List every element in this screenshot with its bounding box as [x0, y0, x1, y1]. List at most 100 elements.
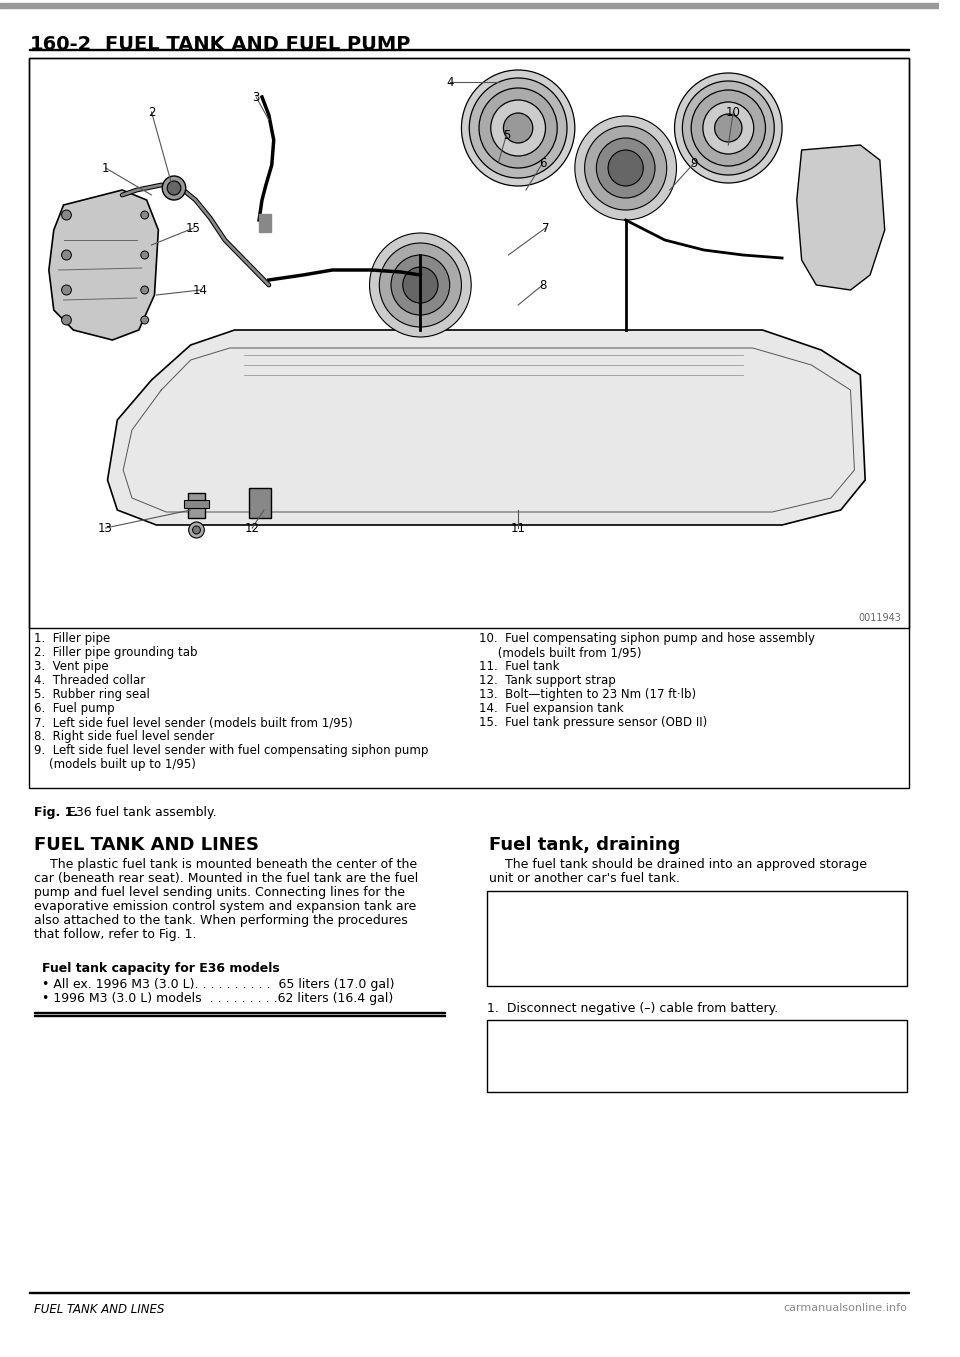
Bar — [487, 1020, 907, 1092]
Polygon shape — [797, 145, 885, 290]
Text: 6: 6 — [539, 156, 546, 170]
Text: 5: 5 — [503, 129, 510, 141]
Text: 12: 12 — [245, 521, 260, 535]
Text: • All ex. 1996 M3 (3.0 L). . . . . . . . . .  65 liters (17.0 gal): • All ex. 1996 M3 (3.0 L). . . . . . . .… — [42, 978, 395, 991]
Text: 160-2: 160-2 — [30, 35, 91, 54]
Text: 9: 9 — [690, 156, 698, 170]
Bar — [35, 1011, 444, 1012]
Text: 3: 3 — [252, 91, 260, 103]
Text: evaporative emission control system and expansion tank are: evaporative emission control system and … — [35, 900, 417, 913]
Text: 4.  Threaded collar: 4. Threaded collar — [35, 674, 146, 687]
Text: car (beneath rear seat). Mounted in the fuel tank are the fuel: car (beneath rear seat). Mounted in the … — [35, 873, 419, 885]
Bar — [183, 499, 209, 508]
Circle shape — [462, 71, 575, 186]
Text: FUEL TANK AND LINES: FUEL TANK AND LINES — [35, 1303, 164, 1316]
Text: 11: 11 — [511, 521, 526, 535]
Text: FUEL TANK AND FUEL PUMP: FUEL TANK AND FUEL PUMP — [105, 35, 410, 54]
Text: Fuel tank capacity for E36 models: Fuel tank capacity for E36 models — [42, 962, 279, 974]
Text: 10.  Fuel compensating siphon pump and hose assembly: 10. Fuel compensating siphon pump and ho… — [479, 632, 815, 645]
Circle shape — [141, 286, 149, 294]
Polygon shape — [49, 190, 158, 341]
Text: 1: 1 — [102, 161, 109, 175]
Text: 7.  Left side fuel level sender (models built from 1/95): 7. Left side fuel level sender (models b… — [35, 716, 353, 729]
Text: 11.  Fuel tank: 11. Fuel tank — [479, 660, 560, 673]
Text: 2.  Filler pipe grounding tab: 2. Filler pipe grounding tab — [35, 646, 198, 660]
Text: 7: 7 — [541, 221, 549, 235]
Text: WARNING —: WARNING — — [494, 896, 580, 909]
Circle shape — [379, 243, 462, 327]
Circle shape — [491, 100, 545, 156]
Text: components such as the exhaust system, are: components such as the exhaust system, a… — [494, 921, 771, 935]
Text: The plastic fuel tank is mounted beneath the center of the: The plastic fuel tank is mounted beneath… — [35, 858, 418, 871]
Bar — [0, 3, 939, 8]
Text: 15: 15 — [186, 221, 201, 235]
Bar — [250, 489, 271, 518]
Text: 15.  Fuel tank pressure sensor (OBD II): 15. Fuel tank pressure sensor (OBD II) — [479, 716, 708, 729]
Text: 1.  Disconnect negative (–) cable from battery.: 1. Disconnect negative (–) cable from ba… — [487, 1001, 779, 1015]
Text: carmanualsonline.info: carmanualsonline.info — [783, 1303, 907, 1314]
Bar — [30, 49, 909, 50]
Text: pump and fuel level sending units. Connecting lines for the: pump and fuel level sending units. Conne… — [35, 886, 405, 898]
Text: manual on page viii.: manual on page viii. — [494, 1067, 615, 1079]
Text: The fuel tank should be drained into an approved storage: The fuel tank should be drained into an … — [489, 858, 867, 871]
Text: 2: 2 — [148, 106, 156, 118]
Circle shape — [141, 316, 149, 324]
Text: 13: 13 — [98, 521, 113, 535]
Text: 14: 14 — [193, 284, 208, 296]
Text: Fig. 1.: Fig. 1. — [35, 806, 79, 820]
Text: 9.  Left side fuel level sender with fuel compensating siphon pump: 9. Left side fuel level sender with fuel… — [35, 744, 428, 757]
Text: • 1996 M3 (3.0 L) models  . . . . . . . . .62 liters (16.4 gal): • 1996 M3 (3.0 L) models . . . . . . . .… — [42, 992, 394, 1006]
Circle shape — [675, 73, 782, 183]
Text: E36 fuel tank assembly.: E36 fuel tank assembly. — [68, 806, 217, 820]
Text: 5.  Rubber ring seal: 5. Rubber ring seal — [35, 688, 150, 702]
Text: (models built from 1/95): (models built from 1/95) — [479, 646, 641, 660]
Circle shape — [575, 115, 677, 220]
Bar — [259, 214, 271, 232]
Bar — [35, 1015, 444, 1016]
Circle shape — [503, 113, 533, 142]
Circle shape — [162, 176, 185, 199]
Text: 3.  Vent pipe: 3. Vent pipe — [35, 660, 108, 673]
Text: 13.  Bolt—tighten to 23 Nm (17 ft·lb): 13. Bolt—tighten to 23 Nm (17 ft·lb) — [479, 688, 696, 702]
Circle shape — [141, 210, 149, 218]
Circle shape — [370, 233, 471, 337]
Bar — [188, 493, 205, 518]
Circle shape — [61, 210, 71, 220]
Text: that follow, refer to Fig. 1.: that follow, refer to Fig. 1. — [35, 928, 197, 940]
Text: (models built up to 1/95): (models built up to 1/95) — [35, 759, 196, 771]
Circle shape — [61, 285, 71, 294]
Circle shape — [193, 527, 201, 535]
Text: FUEL TANK AND LINES: FUEL TANK AND LINES — [35, 836, 259, 854]
Circle shape — [479, 88, 557, 168]
Bar — [487, 892, 907, 987]
Text: Prior to disconnecting the battery, read the battery: Prior to disconnecting the battery, read… — [494, 1038, 797, 1052]
Text: 14.  Fuel expansion tank: 14. Fuel expansion tank — [479, 702, 624, 715]
Text: 6.  Fuel pump: 6. Fuel pump — [35, 702, 115, 715]
Circle shape — [403, 267, 438, 303]
Text: 8.  Right side fuel level sender: 8. Right side fuel level sender — [35, 730, 214, 744]
Circle shape — [391, 255, 449, 315]
Circle shape — [469, 77, 567, 178]
Bar — [35, 955, 444, 1014]
Circle shape — [714, 114, 742, 142]
Text: • Fuel may be spilled. Do not smoke or work near: • Fuel may be spilled. Do not smoke or w… — [494, 961, 787, 974]
Circle shape — [703, 102, 754, 153]
Text: disconnection cautions given at the front of this: disconnection cautions given at the fron… — [494, 1052, 778, 1065]
Text: heaters or other fire hazards.: heaters or other fire hazards. — [494, 974, 676, 987]
Text: also attached to the tank. When performing the procedures: also attached to the tank. When performi… — [35, 915, 408, 927]
Text: 1.  Filler pipe: 1. Filler pipe — [35, 632, 110, 645]
Polygon shape — [108, 330, 865, 525]
Circle shape — [691, 90, 765, 166]
Text: 8: 8 — [539, 278, 546, 292]
Text: 10: 10 — [726, 106, 741, 118]
Text: unit or another car's fuel tank.: unit or another car's fuel tank. — [489, 873, 680, 885]
Text: 12.  Tank support strap: 12. Tank support strap — [479, 674, 615, 687]
Circle shape — [608, 151, 643, 186]
Text: CAUTION —: CAUTION — — [494, 1025, 574, 1038]
Text: 0011943: 0011943 — [858, 613, 901, 623]
Circle shape — [596, 138, 655, 198]
Circle shape — [683, 81, 775, 175]
Text: completely cooled down.: completely cooled down. — [494, 935, 650, 949]
Circle shape — [61, 315, 71, 324]
Circle shape — [141, 251, 149, 259]
